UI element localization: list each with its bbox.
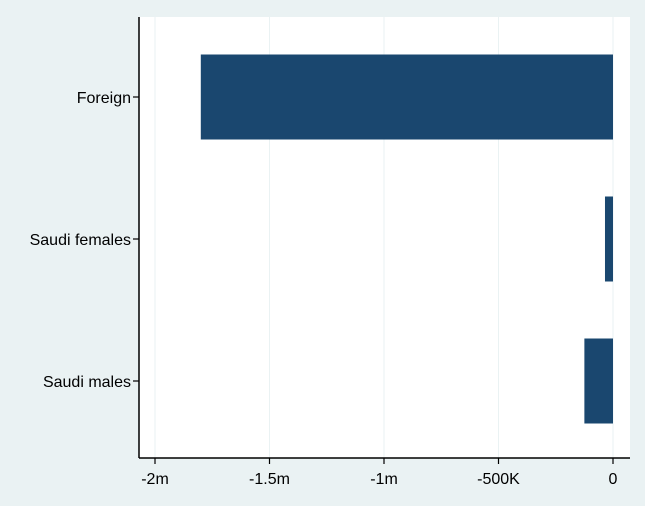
- x-tick-label: -1.5m: [249, 471, 290, 488]
- bar-saudi-males: [584, 338, 613, 424]
- bar-saudi-females: [604, 196, 613, 282]
- category-label: Saudi males: [43, 374, 131, 391]
- x-tick-label: -500K: [477, 471, 520, 488]
- bars: [200, 54, 614, 424]
- category-label: Foreign: [77, 90, 131, 107]
- x-tick-label: -2m: [141, 471, 169, 488]
- x-tick-label: -1m: [370, 471, 398, 488]
- y-axis-ticks: Foreign Saudi females Saudi males: [30, 90, 139, 391]
- bar-foreign: [200, 54, 614, 140]
- x-tick-label: 0: [609, 471, 618, 488]
- category-label: Saudi females: [30, 232, 131, 249]
- x-axis-ticks: -2m -1.5m -1m -500K 0: [141, 458, 618, 488]
